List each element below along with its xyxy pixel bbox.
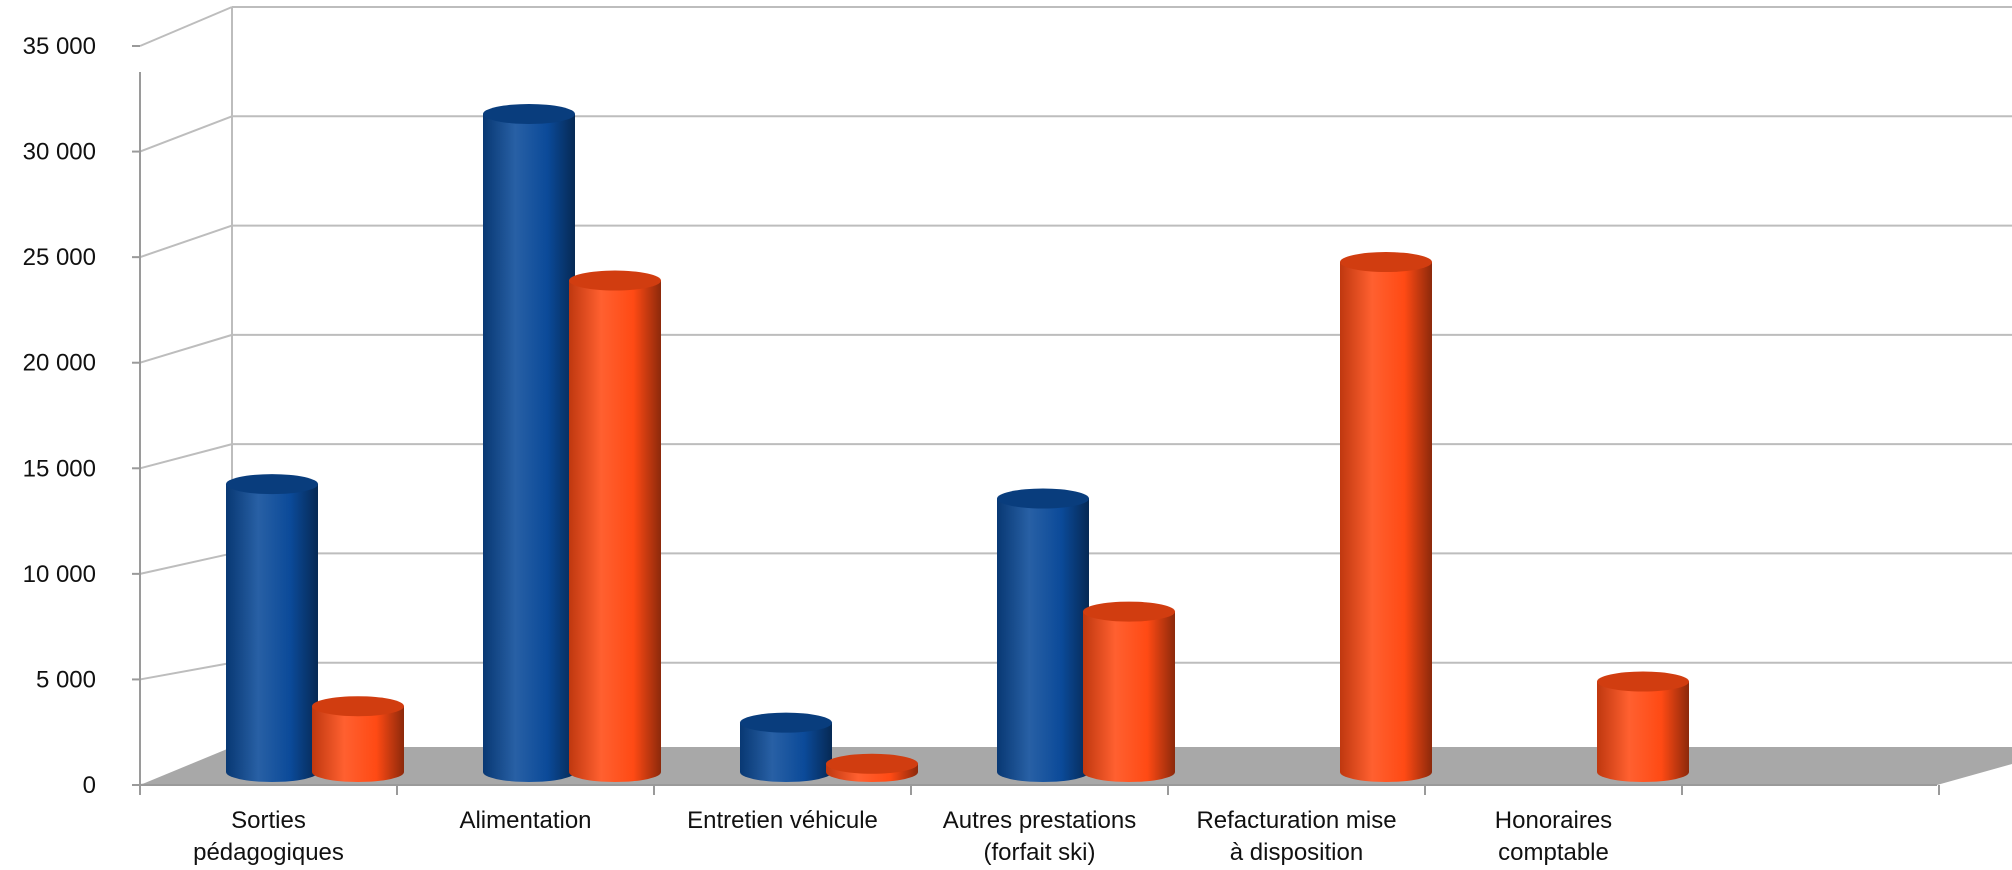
side-wall-gridline <box>139 443 233 470</box>
side-wall-gridline <box>139 552 233 575</box>
y-tick-label: 30 000 <box>23 139 96 166</box>
y-tick-label: 5 000 <box>36 666 96 693</box>
bar <box>569 270 661 782</box>
side-wall-gridline <box>139 115 233 153</box>
side-wall-gridline <box>139 6 233 47</box>
bars <box>226 104 1689 782</box>
y-tick-label: 10 000 <box>23 561 96 588</box>
bar-top <box>226 474 318 495</box>
bar-top <box>483 104 575 124</box>
bar-top <box>826 753 918 774</box>
x-tick-label: Sorties pédagogiques <box>193 807 344 865</box>
x-tick-label: Alimentation <box>459 807 591 834</box>
bar-top <box>1597 671 1689 692</box>
bar-top <box>312 696 404 717</box>
x-tick-label: Autres prestations (forfait ski) <box>943 807 1136 865</box>
x-tick-label: Entretien véhicule <box>687 807 878 834</box>
bar-top <box>997 488 1089 509</box>
bar-body <box>312 706 404 782</box>
bar-top <box>569 270 661 291</box>
bar-body <box>1083 611 1175 782</box>
bar <box>1083 601 1175 782</box>
bar-body <box>483 114 575 782</box>
bar <box>312 696 404 782</box>
y-axis: 0 5 000 10 000 15 000 20 000 25 000 30 000 35 0… <box>23 33 96 799</box>
bar <box>483 104 575 782</box>
x-tick-label: Honoraires comptable <box>1495 807 1612 865</box>
x-axis: Sorties pédagogiques Alimentation Entretien… <box>132 45 1940 866</box>
bar <box>997 488 1089 782</box>
x-tick-label: Refacturation mise à disposition <box>1196 807 1396 865</box>
y-tick-label: 15 000 <box>23 455 96 482</box>
y-tick-label: 35 000 <box>23 33 96 60</box>
bar <box>1340 252 1432 782</box>
side-wall-gridline <box>139 661 233 681</box>
bar <box>226 474 318 782</box>
bar-body <box>226 484 318 782</box>
bar <box>1597 671 1689 782</box>
bar-body <box>997 498 1089 782</box>
y-tick-label: 0 <box>83 772 96 799</box>
side-wall-gridline <box>139 333 233 364</box>
side-wall-gridline <box>139 224 233 259</box>
bar-top <box>1083 601 1175 622</box>
bar-body <box>740 722 832 782</box>
bar <box>826 753 918 782</box>
y-tick-label: 20 000 <box>23 350 96 377</box>
bar-body <box>569 280 661 782</box>
bar <box>740 712 832 782</box>
y-tick-label: 25 000 <box>23 244 96 271</box>
bar-body <box>1597 681 1689 782</box>
bar-top <box>1340 252 1432 273</box>
bar-top <box>740 712 832 733</box>
bar-body <box>1340 262 1432 782</box>
